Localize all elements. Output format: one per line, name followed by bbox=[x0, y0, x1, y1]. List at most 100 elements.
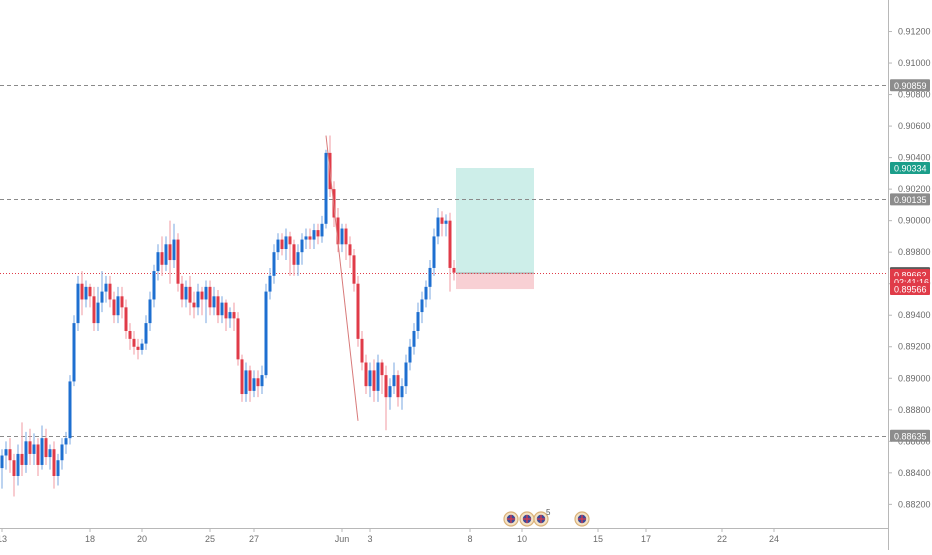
candle-body[interactable] bbox=[292, 244, 296, 265]
candle-body[interactable] bbox=[28, 441, 32, 454]
candle-body[interactable] bbox=[124, 307, 128, 331]
candle-body[interactable] bbox=[0, 455, 4, 469]
candle-body[interactable] bbox=[344, 228, 348, 245]
candle-body[interactable] bbox=[376, 362, 380, 391]
candle-body[interactable] bbox=[312, 230, 316, 240]
candle-body[interactable] bbox=[184, 286, 188, 300]
candle-body[interactable] bbox=[420, 299, 424, 313]
uk-flag-icon[interactable] bbox=[519, 511, 535, 527]
candle-body[interactable] bbox=[404, 362, 408, 387]
candle-body[interactable] bbox=[264, 291, 268, 376]
candle-body[interactable] bbox=[352, 255, 356, 284]
candle-body[interactable] bbox=[72, 323, 76, 382]
candle-body[interactable] bbox=[24, 441, 28, 465]
candle-body[interactable] bbox=[336, 217, 340, 245]
candle-body[interactable] bbox=[112, 299, 116, 316]
candle-body[interactable] bbox=[452, 267, 456, 273]
candle-body[interactable] bbox=[80, 283, 84, 300]
candle-body[interactable] bbox=[128, 330, 132, 339]
candle-body[interactable] bbox=[320, 223, 324, 237]
candle-body[interactable] bbox=[36, 444, 40, 465]
candle-body[interactable] bbox=[288, 236, 292, 245]
candle-body[interactable] bbox=[380, 362, 384, 376]
candle-body[interactable] bbox=[68, 381, 72, 439]
candle-body[interactable] bbox=[280, 239, 284, 250]
candle-body[interactable] bbox=[372, 370, 376, 391]
candle-body[interactable] bbox=[172, 239, 176, 261]
candle-body[interactable] bbox=[56, 460, 60, 476]
candle-body[interactable] bbox=[40, 438, 44, 465]
candle-body[interactable] bbox=[236, 318, 240, 360]
candle-body[interactable] bbox=[388, 386, 392, 398]
candle-body[interactable] bbox=[52, 449, 56, 476]
candle-body[interactable] bbox=[308, 236, 312, 240]
candle-body[interactable] bbox=[304, 236, 308, 240]
candle-body[interactable] bbox=[340, 228, 344, 245]
candle-body[interactable] bbox=[384, 375, 388, 398]
candle-body[interactable] bbox=[20, 453, 24, 465]
candle-body[interactable] bbox=[60, 444, 64, 461]
candle-body[interactable] bbox=[428, 267, 432, 287]
candle-body[interactable] bbox=[16, 453, 20, 476]
candle-body[interactable] bbox=[232, 312, 236, 319]
candle-body[interactable] bbox=[268, 275, 272, 292]
candle-body[interactable] bbox=[132, 338, 136, 347]
candle-body[interactable] bbox=[12, 460, 16, 476]
loss-zone[interactable] bbox=[456, 273, 534, 290]
candle-body[interactable] bbox=[216, 296, 220, 316]
candle-body[interactable] bbox=[84, 286, 88, 300]
candle-body[interactable] bbox=[412, 330, 416, 347]
candle-body[interactable] bbox=[228, 312, 232, 319]
candle-body[interactable] bbox=[32, 444, 36, 454]
profit-zone[interactable] bbox=[456, 168, 534, 274]
candle-body[interactable] bbox=[368, 370, 372, 387]
uk-flag-icon[interactable] bbox=[533, 511, 549, 527]
uk-flag-icon[interactable] bbox=[503, 511, 519, 527]
candle-body[interactable] bbox=[396, 375, 400, 398]
candle-body[interactable] bbox=[240, 359, 244, 395]
candle-body[interactable] bbox=[4, 449, 8, 456]
candle-body[interactable] bbox=[92, 296, 96, 324]
candle-body[interactable] bbox=[120, 296, 124, 308]
candle-body[interactable] bbox=[176, 239, 180, 284]
candle-body[interactable] bbox=[144, 323, 148, 344]
candle-body[interactable] bbox=[48, 449, 52, 458]
candle-body[interactable] bbox=[244, 370, 248, 395]
candle-body[interactable] bbox=[272, 252, 276, 276]
candle-body[interactable] bbox=[160, 252, 164, 265]
candle-body[interactable] bbox=[96, 302, 100, 324]
candle-body[interactable] bbox=[276, 239, 280, 253]
candle-body[interactable] bbox=[284, 236, 288, 250]
candle-body[interactable] bbox=[140, 343, 144, 350]
candle-body[interactable] bbox=[196, 291, 200, 308]
candle-body[interactable] bbox=[88, 286, 92, 297]
candle-body[interactable] bbox=[44, 438, 48, 458]
candle-body[interactable] bbox=[136, 346, 140, 350]
candle-body[interactable] bbox=[104, 283, 108, 292]
candle-body[interactable] bbox=[448, 220, 452, 268]
candle-body[interactable] bbox=[204, 286, 208, 300]
candle-body[interactable] bbox=[100, 291, 104, 303]
trend-line[interactable] bbox=[325, 135, 359, 421]
candle-body[interactable] bbox=[148, 299, 152, 324]
candle-body[interactable] bbox=[76, 283, 80, 324]
candle-body[interactable] bbox=[168, 244, 172, 261]
candle-body[interactable] bbox=[200, 291, 204, 300]
candle-body[interactable] bbox=[440, 217, 444, 224]
candle-body[interactable] bbox=[248, 370, 252, 391]
candle-body[interactable] bbox=[188, 286, 192, 303]
candle-body[interactable] bbox=[256, 378, 260, 387]
candle-body[interactable] bbox=[360, 338, 364, 363]
candle-body[interactable] bbox=[164, 244, 168, 265]
candle-body[interactable] bbox=[444, 220, 448, 224]
candle-body[interactable] bbox=[416, 312, 420, 331]
candle-body[interactable] bbox=[116, 296, 120, 316]
candle-body[interactable] bbox=[400, 386, 404, 398]
candle-body[interactable] bbox=[316, 230, 320, 237]
candle-body[interactable] bbox=[324, 152, 328, 224]
candle-body[interactable] bbox=[296, 252, 300, 265]
candle-body[interactable] bbox=[424, 286, 428, 300]
candle-body[interactable] bbox=[392, 375, 396, 387]
